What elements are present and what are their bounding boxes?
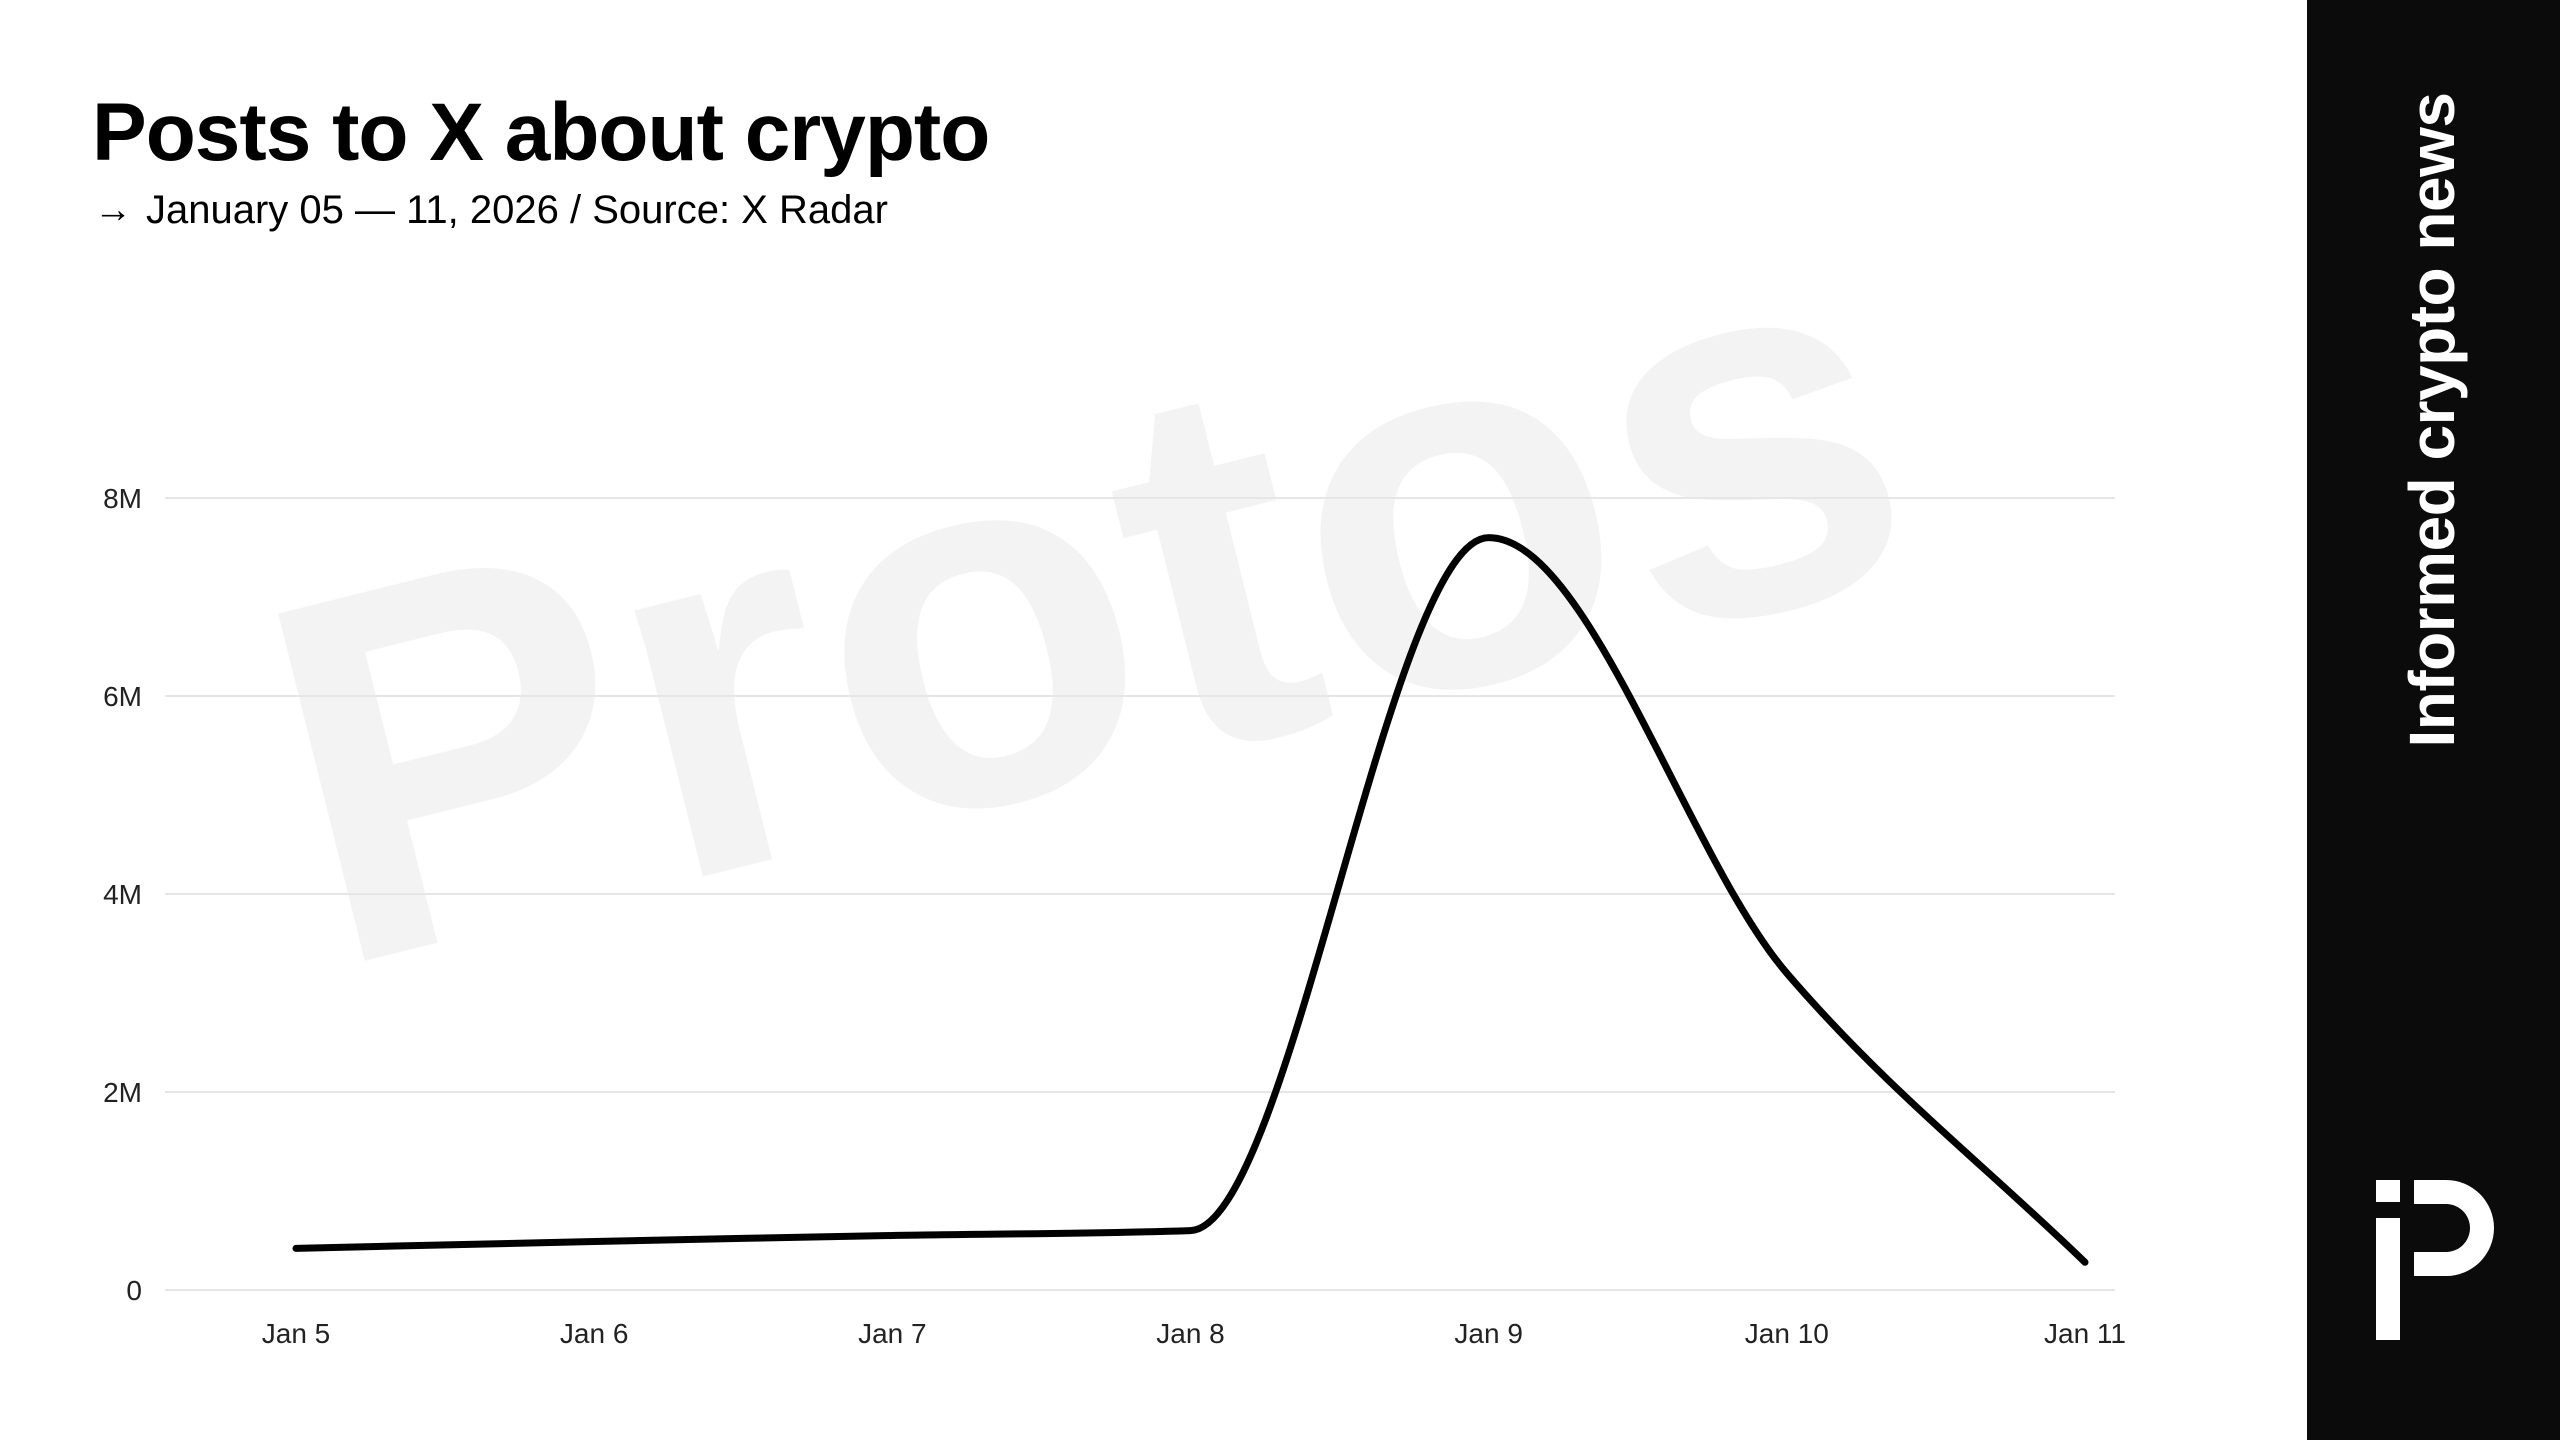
- chart-title: Posts to X about crypto: [92, 87, 990, 178]
- x-tick-label: Jan 8: [1156, 1318, 1225, 1349]
- y-tick-label: 6M: [103, 681, 142, 712]
- chart-subtitle: → January 05 — 11, 2026 / Source: X Rada…: [94, 190, 888, 230]
- y-tick-label: 2M: [103, 1077, 142, 1108]
- y-tick-label: 8M: [103, 483, 142, 514]
- series-layer: [292, 534, 2089, 1266]
- x-tick-label: Jan 7: [858, 1318, 927, 1349]
- y-axis-labels: 0 2M 4M 6M 8M: [103, 483, 142, 1306]
- x-tick-label: Jan 6: [560, 1318, 629, 1349]
- brand-tagline: Informed crypto news: [2396, 92, 2468, 748]
- grid-lines: [165, 497, 2115, 1291]
- y-tick-label: 0: [126, 1275, 142, 1306]
- x-axis-labels: Jan 5 Jan 6 Jan 7 Jan 8 Jan 9 Jan 10 Jan 11: [262, 1318, 2126, 1349]
- x-tick-label: Jan 9: [1454, 1318, 1523, 1349]
- y-tick-label: 4M: [103, 879, 142, 910]
- x-tick-label: Jan 10: [1745, 1318, 1829, 1349]
- series-line: [292, 534, 2089, 1266]
- right-arrow-icon: →: [94, 189, 132, 231]
- protos-watermark: Protos: [217, 115, 1955, 1077]
- protos-logo-icon: [2376, 1180, 2494, 1340]
- subtitle-text: January 05 — 11, 2026 / Source: X Radar: [146, 188, 888, 232]
- x-tick-label: Jan 5: [262, 1318, 331, 1349]
- x-tick-label: Jan 11: [2044, 1318, 2126, 1349]
